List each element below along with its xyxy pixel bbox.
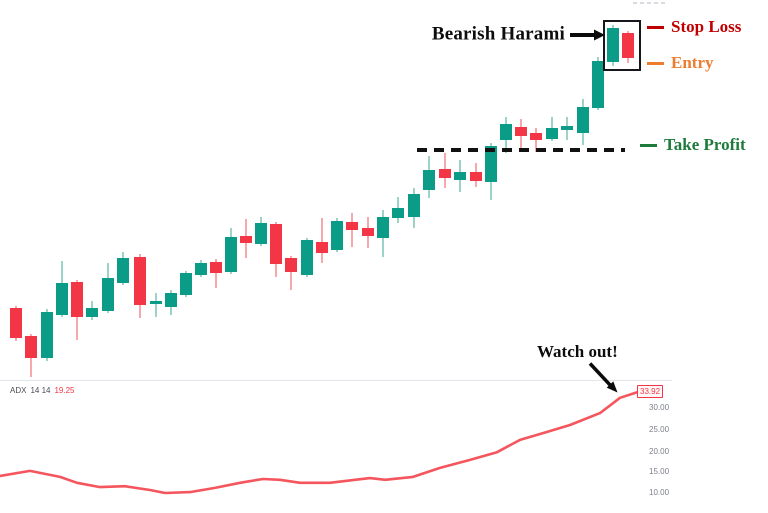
adx-axis-tick: 10.00	[649, 488, 670, 497]
adx-indicator-settings: 14 14	[30, 386, 51, 395]
stop-loss-dash-icon	[647, 25, 664, 29]
adx-axis-tick: 15.00	[649, 467, 670, 476]
entry-legend: Entry	[647, 53, 714, 73]
entry-dash-icon	[647, 61, 664, 65]
take-profit-label: Take Profit	[664, 135, 746, 154]
stop-loss-legend: Stop Loss	[647, 17, 741, 37]
adx-indicator-name: ADX	[10, 386, 27, 395]
watch-out-label: Watch out!	[537, 342, 618, 361]
adx-axis-tick: 20.00	[649, 447, 670, 456]
adx-last-value-badge: 33.92	[637, 385, 664, 398]
stop-loss-label: Stop Loss	[671, 17, 742, 36]
take-profit-dash-icon	[640, 143, 657, 147]
take-profit-legend: Take Profit	[640, 135, 746, 155]
bearish-harami-label: Bearish Harami	[431, 23, 565, 45]
adx-indicator-legend: ADX 14 14 19.25	[10, 386, 79, 395]
adx-axis-tick: 30.00	[649, 403, 670, 412]
adx-axis-tick: 25.00	[649, 425, 670, 434]
adx-indicator-value: 19.25	[54, 386, 75, 395]
entry-label: Entry	[671, 53, 714, 72]
